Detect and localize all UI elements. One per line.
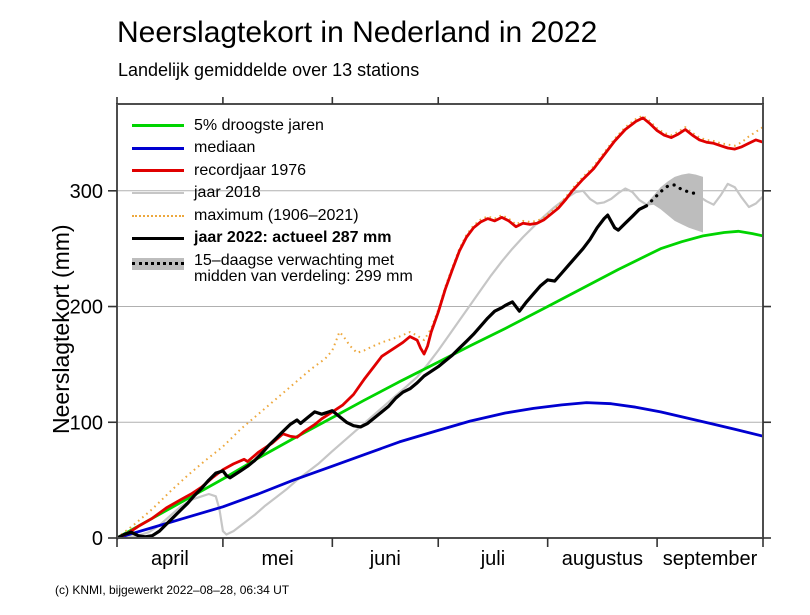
legend-label-record1976: recordjaar 1976 — [194, 161, 307, 179]
legend-item-mediaan: mediaan — [132, 139, 413, 157]
legend-label-maximum: maximum (1906–2021) — [194, 206, 359, 224]
legend-label-mediaan: mediaan — [194, 139, 256, 157]
legend-item-jaar2018: jaar 2018 — [132, 184, 413, 202]
x-month-label: april — [151, 548, 189, 570]
legend-swatch-jaar2022 — [132, 236, 184, 240]
y-tick-label: 0 — [92, 528, 103, 550]
x-month-label: mei — [262, 548, 294, 570]
legend-swatch-jaar2018 — [132, 192, 184, 195]
forecast-dotted-line-icon — [132, 262, 184, 266]
legend-item-verwachting: 15–daagse verwachting met midden van verd… — [132, 251, 413, 286]
legend-label-jaar2018: jaar 2018 — [194, 184, 261, 202]
credit-line: (c) KNMI, bijgewerkt 2022–08–28, 06:34 U… — [55, 583, 290, 597]
series-verwachting-mid — [644, 183, 702, 208]
x-month-label: september — [663, 548, 758, 570]
legend-item-droogste: 5% droogste jaren — [132, 117, 413, 134]
legend-label-line2: midden van verdeling: 299 mm — [194, 268, 413, 286]
legend-label-verwachting: 15–daagse verwachting met midden van verd… — [194, 251, 413, 286]
axis-ticks — [108, 97, 771, 547]
forecast-uncertainty-band — [646, 173, 703, 233]
series-mediaan — [116, 401, 764, 540]
legend-swatch-record1976 — [132, 169, 184, 173]
legend-swatch-mediaan — [132, 146, 184, 150]
x-month-label: juni — [369, 548, 401, 570]
chart-legend: 5% droogste jaren mediaan recordjaar 1976 j… — [132, 117, 413, 286]
axis-tick-labels: 0 100 200 300 april mei juni juli augustus septem… — [70, 181, 758, 570]
y-tick-label: 300 — [70, 181, 103, 203]
legend-item-maximum: maximum (1906–2021) — [132, 207, 413, 224]
legend-label-jaar2022: jaar 2022: actueel 287 mm — [194, 229, 392, 247]
y-tick-label: 200 — [70, 297, 103, 319]
plot-border — [116, 103, 764, 539]
page-title: Neerslagtekort in Nederland in 2022 — [117, 16, 598, 49]
chart-subtitle: Landelijk gemiddelde over 13 stations — [118, 60, 420, 80]
x-month-label: augustus — [562, 548, 643, 570]
legend-swatch-droogste — [132, 124, 184, 127]
legend-label-line1: 15–daagse verwachting met — [194, 251, 395, 269]
y-tick-label: 100 — [70, 412, 103, 434]
legend-item-record1976: recordjaar 1976 — [132, 162, 413, 179]
legend-label-droogste: 5% droogste jaren — [194, 116, 324, 134]
legend-swatch-maximum — [132, 214, 184, 217]
legend-item-jaar2022: jaar 2022: actueel 287 mm — [132, 229, 413, 247]
x-month-label: juli — [480, 548, 505, 570]
series-record1976 — [116, 116, 764, 540]
legend-swatch-verwachting — [132, 257, 184, 270]
series-jaar2022 — [116, 204, 648, 540]
